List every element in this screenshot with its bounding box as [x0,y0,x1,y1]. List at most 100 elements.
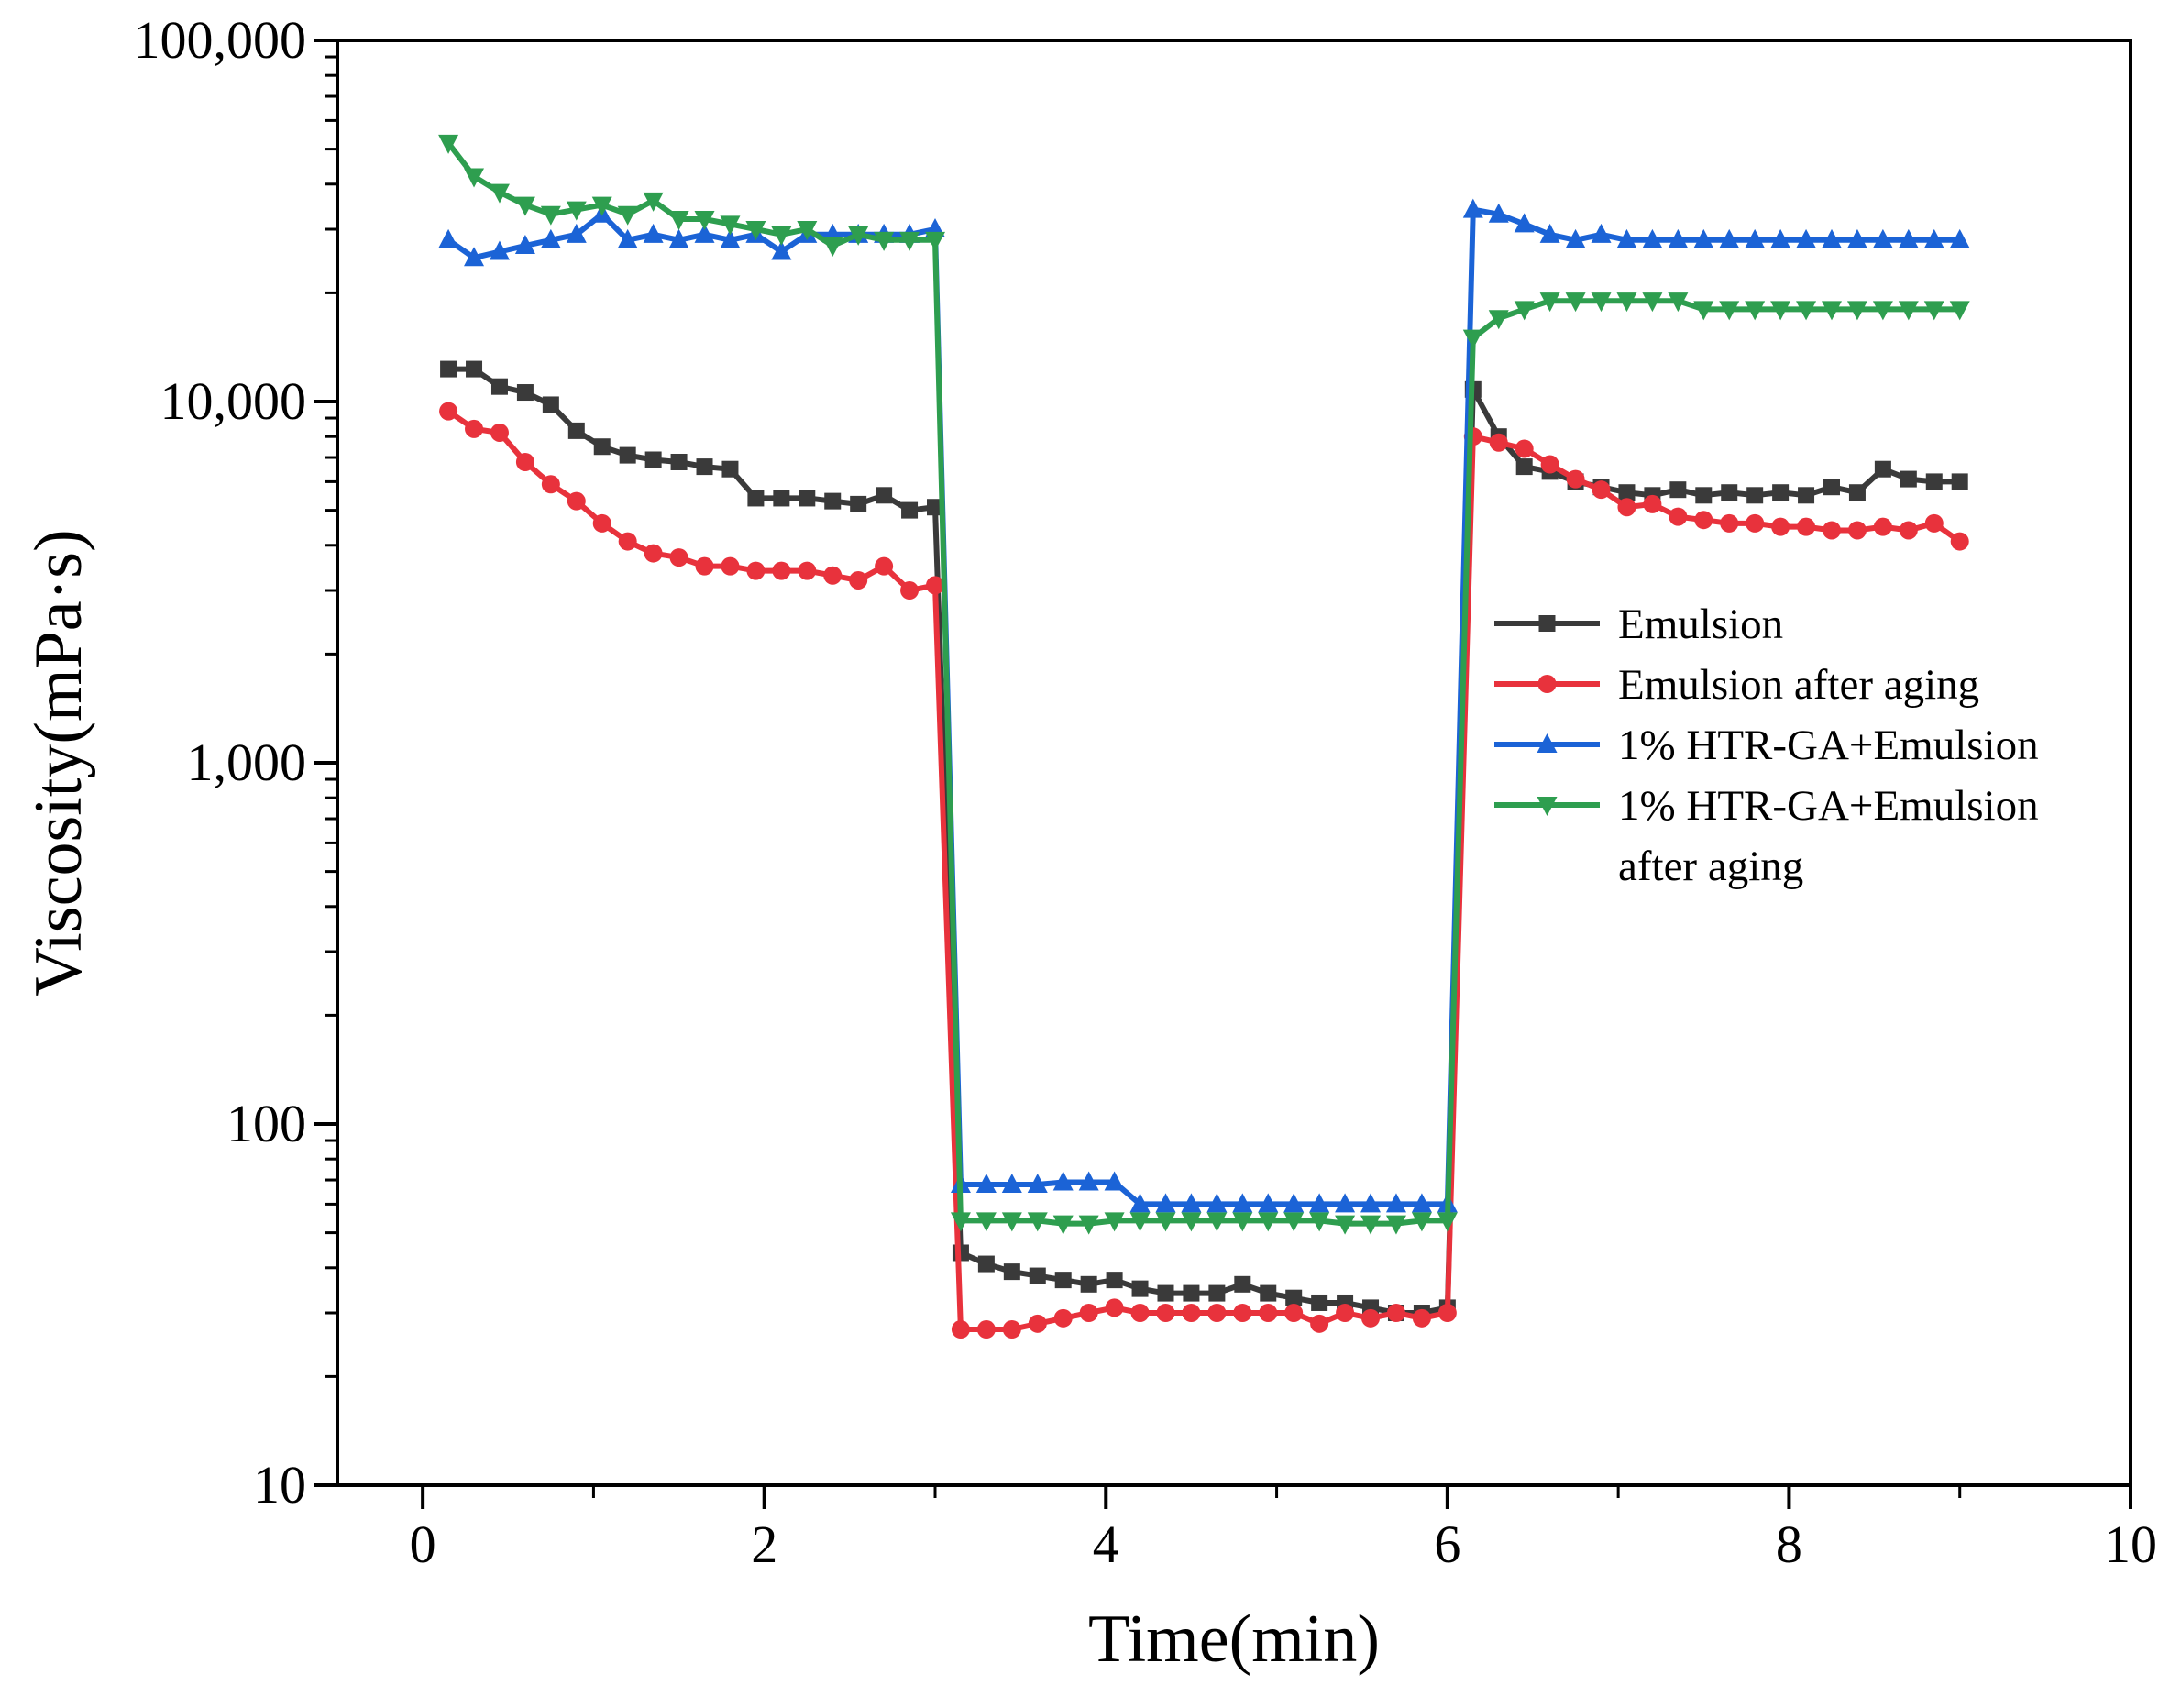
data-point [694,210,715,230]
data-point [490,423,509,442]
data-point [975,1212,997,1232]
data-point [951,1320,970,1339]
legend-item-1: Emulsion [1494,601,1783,648]
data-point [1693,228,1714,248]
data-point [1643,494,1662,513]
legend-marker [1537,797,1558,816]
data-point [1311,1294,1328,1311]
data-point [1746,513,1765,533]
data-point [1104,1171,1125,1191]
data-point [950,1212,971,1232]
data-point [1488,203,1509,223]
data-point [1949,301,1970,321]
data-point [1539,223,1560,243]
data-point [1745,228,1766,248]
data-point [875,556,894,576]
data-point [1027,1212,1048,1232]
data-point [1027,1173,1048,1193]
data-point [541,475,560,494]
data-point [670,453,688,470]
data-point [464,168,485,188]
data-point [747,490,765,507]
data-point [1823,521,1841,540]
data-point [900,581,920,601]
data-point [1898,301,1919,321]
data-point [464,247,485,267]
data-point [1514,213,1535,233]
data-point [466,360,483,378]
data-point [1156,1304,1175,1323]
data-point [1155,1212,1176,1232]
data-point [771,226,792,246]
x-axis-title: Time(min) [1088,1602,1380,1677]
data-point [1360,1215,1382,1235]
data-point [772,561,791,580]
data-point [514,235,535,255]
data-point [1924,513,1944,533]
x-tick-label: 8 [1776,1515,1802,1574]
y-tick-label: 100 [226,1094,306,1153]
data-point [1029,1267,1046,1284]
data-point [617,228,638,248]
data-point [1234,1275,1251,1293]
data-point [516,384,534,402]
data-point [1796,301,1817,321]
data-point [1078,1171,1099,1191]
data-point [1385,1215,1406,1235]
data-point [899,231,920,251]
data-point [440,360,457,378]
data-point [1309,1193,1330,1213]
data-point [1462,198,1483,218]
data-point [926,576,944,595]
data-point [976,1320,996,1339]
data-point [1565,228,1586,248]
data-point [1565,292,1586,313]
data-point [1719,301,1740,321]
data-point [1591,223,1612,243]
data-point [1923,228,1944,248]
legend: Emulsion Emulsion after aging 1% HTR-GA+Em… [1494,601,2039,890]
data-point [1949,228,1970,248]
data-point [1437,1212,1458,1232]
legend-label: after aging [1618,843,1803,890]
data-point [1052,1215,1074,1235]
data-point [1003,1263,1020,1281]
data-point [1104,1212,1125,1232]
data-point [1772,484,1790,501]
data-point [1106,1272,1123,1289]
data-point [1847,521,1867,540]
data-point [746,561,766,580]
data-point [1823,479,1840,496]
data-point [1770,301,1791,321]
data-point [1616,228,1637,248]
data-point [1822,301,1842,321]
data-point [1233,1304,1252,1323]
legend-label: Emulsion after aging [1618,661,1979,709]
data-point [1155,1193,1176,1213]
data-point [1616,292,1637,313]
data-point [850,495,867,512]
data-point [824,492,842,510]
legend-marker [1537,733,1558,753]
data-point [1335,1193,1356,1213]
data-point [540,205,561,226]
data-point [1872,228,1893,248]
data-point [1694,511,1713,530]
data-point [1872,301,1893,321]
data-point [618,532,637,551]
data-point [1540,455,1559,474]
data-point [1874,460,1891,478]
data-point [797,221,818,241]
data-point [1617,498,1636,517]
data-point [1900,470,1917,488]
data-point [925,231,945,251]
legend-label: 1% HTR-GA+Emulsion [1618,722,2039,769]
data-point [1260,1284,1277,1302]
data-point [1668,292,1689,313]
data-point [592,513,611,533]
data-point [1923,301,1944,321]
data-point [1206,1193,1228,1213]
data-point [1130,1304,1150,1323]
data-point [773,490,790,507]
data-point [1796,228,1817,248]
